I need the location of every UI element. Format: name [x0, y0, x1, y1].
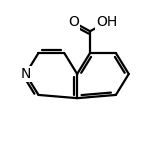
Text: N: N	[20, 67, 31, 81]
Text: O: O	[68, 15, 79, 29]
Text: OH: OH	[96, 15, 117, 29]
